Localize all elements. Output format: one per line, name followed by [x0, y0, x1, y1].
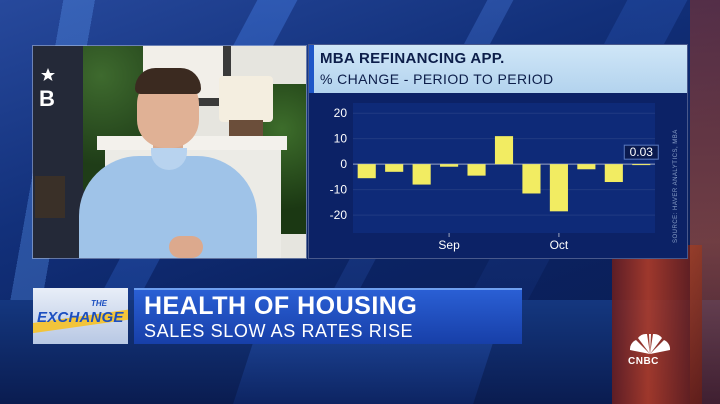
- x-tick-label: Oct: [550, 238, 569, 252]
- red-pillar: [690, 0, 720, 404]
- chart-bar: [412, 164, 431, 185]
- show-logo-badge: THE EXCHANGE: [33, 288, 128, 344]
- x-tick-label: Sep: [438, 238, 460, 252]
- source-label: SOURCE: HAVER ANALYTICS, MBA: [673, 129, 679, 243]
- header-accent-bar: [309, 45, 314, 93]
- chart-bar: [494, 136, 514, 165]
- chart-bar: [467, 164, 486, 176]
- y-tick-label: 10: [334, 132, 348, 146]
- lamp-shade: [219, 76, 273, 122]
- bookshelf: [35, 176, 65, 218]
- chart-bar: [632, 164, 651, 166]
- y-tick-label: -20: [330, 208, 348, 222]
- guest-shirt: [79, 156, 257, 258]
- last-value-box: [623, 144, 659, 160]
- y-tick-label: 0: [340, 157, 347, 171]
- guest-video-feed: B: [33, 46, 306, 258]
- peacock-logo-icon: [629, 333, 671, 354]
- headline-text: HEALTH OF HOUSING: [144, 292, 418, 320]
- chart-bar: [522, 164, 541, 194]
- chart-title: MBA REFINANCING APP.: [320, 50, 505, 67]
- chart-subtitle: % CHANGE - PERIOD TO PERIOD: [320, 71, 554, 87]
- svg-text:B: B: [39, 86, 55, 111]
- chart-bar: [549, 164, 568, 212]
- y-tick-label: 20: [334, 106, 348, 120]
- last-value-label: 0.03: [630, 145, 654, 159]
- plot-area: [353, 103, 655, 233]
- chart-bar: [385, 164, 404, 172]
- chart-bar: [577, 164, 596, 170]
- show-logo-the: THE: [91, 299, 107, 308]
- guest-collar: [151, 148, 187, 170]
- refinancing-chart-panel: MBA REFINANCING APP. % CHANGE - PERIOD T…: [308, 44, 688, 259]
- guest-hair: [135, 68, 201, 94]
- subheadline-text: SALES SLOW AS RATES RISE: [144, 321, 414, 341]
- y-tick-label: -10: [330, 183, 348, 197]
- network-logo-text: CNBC: [628, 356, 659, 367]
- guest-hand: [169, 236, 203, 258]
- bar-chart: 20 10 0 -10 -20 0.03 Sep Oct SOURCE: HAVER ANALY…: [330, 103, 679, 252]
- red-pillar: [612, 245, 702, 404]
- chart-bar: [357, 164, 376, 179]
- chart-bar: [604, 164, 623, 183]
- chart-bar: [440, 164, 459, 167]
- show-logo-name: EXCHANGE: [37, 309, 124, 326]
- chart-header: MBA REFINANCING APP. % CHANGE - PERIOD T…: [309, 45, 687, 93]
- brand-logo-icon: B: [39, 68, 55, 111]
- headline-banner: HEALTH OF HOUSING SALES SLOW AS RATES RI…: [134, 288, 522, 344]
- dark-wall: B: [33, 46, 85, 258]
